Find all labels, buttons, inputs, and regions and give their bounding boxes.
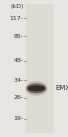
Text: 19-: 19- [14, 116, 24, 121]
Text: 85-: 85- [14, 34, 24, 39]
Bar [26, 4, 53, 133]
Text: 34-: 34- [14, 78, 24, 83]
Text: 48-: 48- [14, 58, 24, 63]
Text: 26-: 26- [14, 95, 24, 100]
Ellipse shape [27, 84, 46, 93]
Ellipse shape [29, 86, 44, 91]
Text: EMX1: EMX1 [56, 85, 68, 91]
Text: 117-: 117- [10, 16, 24, 21]
Ellipse shape [26, 82, 47, 95]
Text: (kD): (kD) [10, 4, 24, 9]
